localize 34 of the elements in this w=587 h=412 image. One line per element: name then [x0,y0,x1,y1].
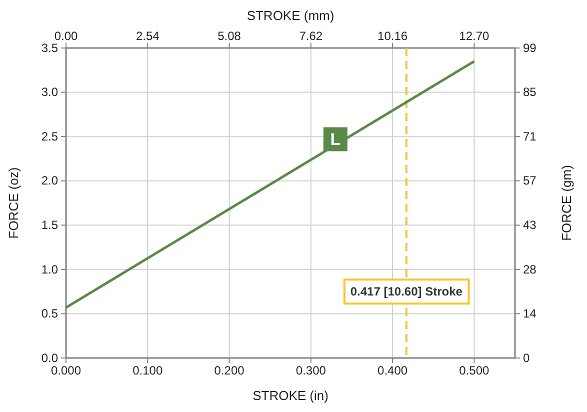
ref-line-label: 0.417 [10.60] Stroke [350,284,463,299]
y-tick-label: 1.0 [41,262,58,276]
y2-tick-label: 57 [523,174,537,188]
x2-tick-label: 0.00 [54,29,78,43]
y-tick-label: 0.5 [41,306,58,321]
y-tick-label: 2.0 [41,174,58,188]
x-tick-label: 0.300 [296,364,326,378]
x-tick-label: 0.100 [132,364,163,378]
y2-tick-label: 28 [523,262,537,276]
y2-tick-label: 14 [523,306,537,321]
y2-tick-label: 43 [523,218,537,232]
annotation: L [330,130,341,150]
y2-axis-title: FORCE (gm) [559,165,574,241]
y-tick-label: 1.5 [41,218,58,232]
x2-axis-title: STROKE (mm) [246,8,334,23]
x-tick-label: 0.500 [459,364,490,378]
y2-tick-label: 99 [523,40,537,55]
x2-tick-label: 2.54 [136,29,160,43]
y2-tick-label: 0 [523,350,530,365]
y-tick-label: 3.5 [41,40,58,55]
y-tick-label: 0.0 [41,350,58,365]
y-tick-label: 3.0 [41,85,58,100]
x-tick-label: 0.200 [214,364,245,378]
x2-tick-label: 12.70 [459,29,490,43]
x2-tick-label: 10.16 [378,29,408,43]
x-tick-label: 0.000 [50,364,82,378]
y-axis-title: FORCE (oz) [6,167,21,239]
x-tick-label: 0.400 [378,364,408,378]
y-tick-label: 2.5 [41,129,58,144]
y2-tick-label: 71 [523,129,537,144]
x-axis-title: STROKE (in) [252,388,328,403]
y2-tick-label: 85 [523,85,537,100]
x2-tick-label: 5.08 [218,29,242,43]
x2-tick-label: 7.62 [299,29,323,43]
